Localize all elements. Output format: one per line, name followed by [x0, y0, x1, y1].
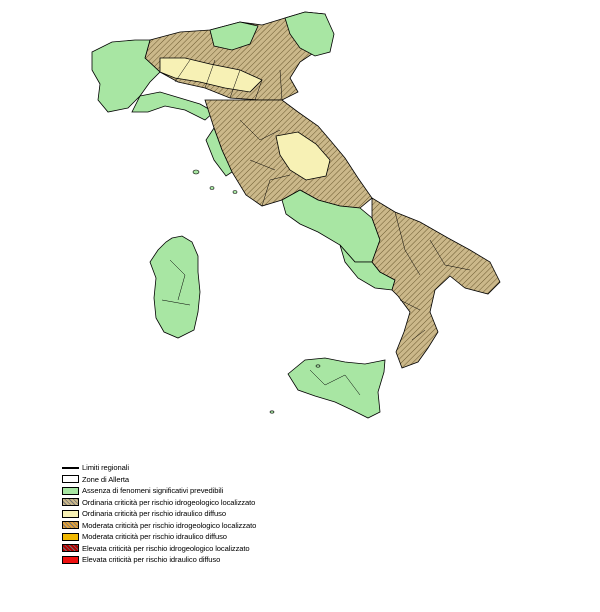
- legend-item: Elevata criticità per rischio idraulico …: [62, 554, 256, 566]
- legend-item: Elevata criticità per rischio idrogeolog…: [62, 543, 256, 555]
- region-liguria: [131, 91, 215, 121]
- italy-alert-map: [91, 11, 501, 419]
- legend-label: Zone di Allerta: [82, 474, 130, 484]
- legend-label: Assenza di fenomeni significativi preved…: [82, 486, 224, 496]
- legend-swatch: [62, 498, 79, 507]
- legend-swatch: [62, 544, 79, 553]
- legend-label: Moderata criticità per rischio idrogeolo…: [82, 520, 257, 530]
- legend-swatch: [62, 532, 79, 541]
- legend-item: Ordinaria criticità per rischio idraulic…: [62, 508, 256, 520]
- legend-line-swatch: [62, 466, 79, 469]
- region-south: [371, 197, 501, 369]
- zone-boundaries: [161, 59, 471, 396]
- legend-label: Ordinaria criticità per rischio idraulic…: [82, 509, 226, 519]
- legend-item: Zone di Allerta: [62, 474, 256, 486]
- legend-item: Limiti regionali: [62, 462, 256, 474]
- small-islands: [192, 169, 321, 414]
- legend-label: Moderata criticità per rischio idraulico…: [82, 532, 227, 542]
- region-marche: [275, 131, 331, 181]
- legend-swatch: [62, 486, 79, 495]
- region-tuscany-coast: [205, 127, 233, 177]
- legend-label: Elevata criticità per rischio idrogeolog…: [82, 543, 250, 553]
- legend-item: Moderata criticità per rischio idrogeolo…: [62, 520, 256, 532]
- region-sardinia: [149, 235, 201, 339]
- region-trentino: [209, 21, 259, 51]
- map-legend: Limiti regionali Zone di Allerta Assenza d…: [62, 462, 256, 566]
- legend-swatch: [62, 509, 79, 518]
- legend-swatch: [62, 521, 79, 530]
- legend-label: Ordinaria criticità per rischio idrogeol…: [82, 497, 256, 507]
- legend-item: Moderata criticità per rischio idraulico…: [62, 531, 256, 543]
- legend-item: Ordinaria criticità per rischio idrogeol…: [62, 497, 256, 509]
- legend-item: Assenza di fenomeni significativi preved…: [62, 485, 256, 497]
- legend-swatch: [62, 475, 79, 484]
- region-northeast: [284, 11, 335, 57]
- legend-label: Elevata criticità per rischio idraulico …: [82, 555, 221, 565]
- legend-label: Limiti regionali: [82, 463, 129, 473]
- legend-swatch: [62, 555, 79, 564]
- region-northwest: [91, 39, 161, 113]
- region-sicily: [287, 357, 386, 419]
